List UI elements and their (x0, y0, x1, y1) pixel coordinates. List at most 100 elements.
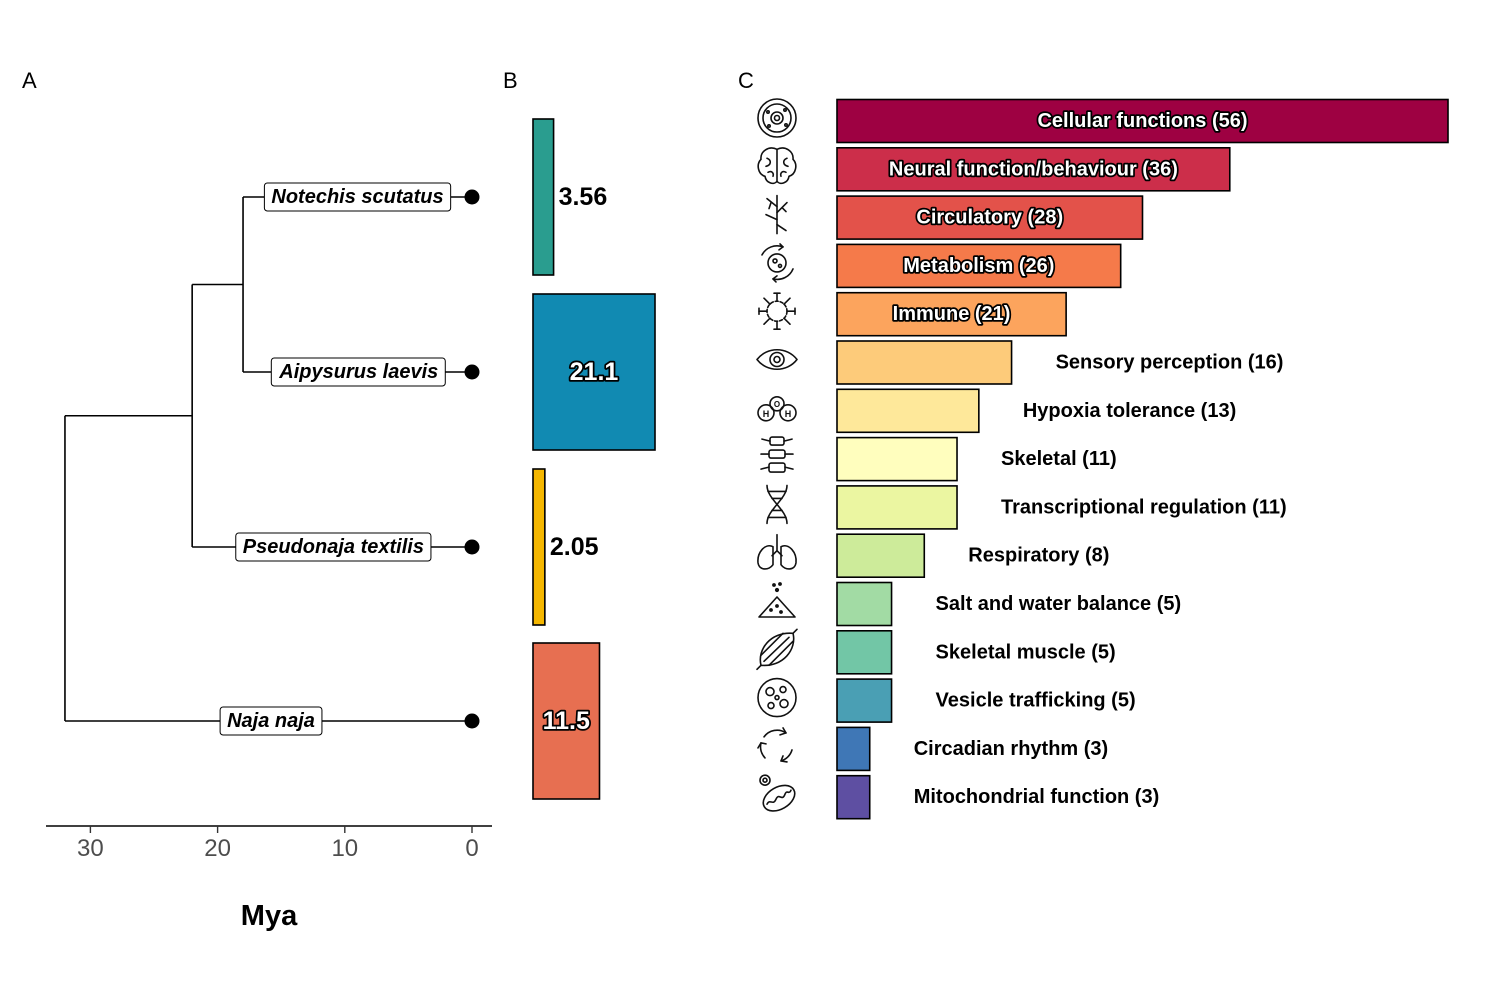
svg-text:H: H (785, 409, 792, 419)
category-label: Transcriptional regulation (11) (1001, 496, 1287, 518)
cycle-icon (757, 727, 793, 763)
panel-c-letter: C (738, 68, 754, 93)
category-label-text: Circulatory (28) (916, 207, 1063, 229)
category-label: Skeletal muscle (5) (936, 641, 1116, 663)
tip-point (464, 539, 480, 555)
x-tick-label: 0 (465, 835, 478, 862)
category-label: Circadian rhythm (3) (914, 738, 1108, 760)
category-label-text: Cellular functions (56) (1037, 110, 1247, 132)
category-label-halo: Circulatory (28) (916, 207, 1063, 229)
lungs-icon (757, 533, 797, 570)
species-label: Notechis scutatus (263, 182, 452, 212)
time-axis: 30 20 10 0 (46, 825, 492, 862)
category-icons: H HO (756, 98, 798, 812)
rate-bar (532, 118, 555, 276)
category-bar (836, 726, 871, 772)
category-bar (836, 291, 1067, 337)
rate-label-halo: 11.5 (543, 707, 590, 735)
salt-icon (758, 582, 796, 618)
x-tick-label: 30 (77, 835, 104, 862)
category-label: Salt and water balance (5) (936, 593, 1182, 615)
category-bar (836, 678, 893, 723)
rate-bars: 3.56 21.121.1 2.05 11.511.5 (532, 118, 656, 800)
cell-icon (757, 98, 797, 138)
spine-icon (760, 436, 794, 473)
rate-label-text: 21.1 (570, 358, 619, 386)
category-label: Neural function/behaviour (36)Neural fun… (887, 157, 1179, 183)
category-bar (836, 485, 958, 530)
category-label: Respiratory (8) (968, 545, 1109, 567)
category-label: Skeletal (11) (1001, 448, 1117, 470)
rate-bar (532, 293, 656, 451)
category-label: Hypoxia tolerance (13) (1023, 400, 1236, 422)
category-bar (836, 436, 958, 482)
category-bar (836, 533, 926, 579)
rate-label: 2.05 (550, 533, 599, 561)
category-label: Vesicle trafficking (5) (936, 690, 1136, 712)
virus-icon (758, 292, 796, 331)
brain-icon (757, 147, 797, 185)
category-bar (836, 388, 980, 434)
category-bar (836, 340, 1013, 385)
vessel-icon (765, 194, 788, 235)
category-label-text: Neural function/behaviour (36) (889, 158, 1178, 180)
category-label-halo: Cellular functions (56) (1037, 110, 1247, 132)
rate-label-halo: 21.1 (570, 358, 619, 386)
rate-label: 21.121.1 (568, 356, 620, 388)
species-label: Naja naja (219, 706, 323, 736)
species-label-text: Pseudonaja textilis (243, 536, 424, 558)
category-label-halo: Metabolism (26) (903, 255, 1054, 277)
category-label: Metabolism (26)Metabolism (26) (902, 253, 1057, 279)
category-bar (836, 581, 893, 627)
category-label: Circulatory (28)Circulatory (28) (915, 205, 1065, 231)
category-label: Immune (21)Immune (21) (891, 301, 1012, 327)
species-label-box (219, 706, 323, 736)
rate-bar (532, 468, 546, 626)
category-label: Mitochondrial function (3) (914, 786, 1160, 808)
oxygen-icon: H HO (757, 395, 797, 422)
panel-b-letter: B (503, 68, 518, 93)
rate-bar (532, 642, 601, 800)
category-label-halo: Neural function/behaviour (36) (889, 158, 1178, 180)
rate-label: 11.511.5 (541, 705, 592, 737)
tip-point (464, 189, 480, 205)
tip-point (464, 364, 480, 380)
species-label-box (235, 532, 432, 562)
species-label-text: Aipysurus laevis (278, 361, 438, 383)
x-tick-label: 10 (331, 835, 358, 862)
rate-label: 3.56 (559, 183, 608, 211)
rate-label-text: 11.5 (543, 707, 590, 735)
species-label-text: Notechis scutatus (271, 186, 443, 208)
category-label-text: Immune (21) (893, 303, 1011, 325)
metabolism-icon (761, 243, 794, 283)
vesicle-icon (757, 677, 797, 718)
dna-icon (766, 484, 788, 525)
category-bar (836, 629, 893, 675)
category-bar (836, 98, 1449, 144)
category-bar (836, 195, 1144, 240)
x-tick-label: 20 (204, 835, 231, 862)
category-bars: Cellular functions (56)Cellular function… (836, 98, 1449, 820)
svg-text:O: O (774, 400, 780, 409)
species-label-box (263, 182, 452, 212)
species-label-text: Naja naja (227, 710, 315, 732)
svg-text:H: H (763, 409, 770, 419)
panel-a-letter: A (22, 68, 37, 93)
muscle-icon (756, 628, 798, 671)
phylogenetic-tree: Notechis scutatus Aipysurus laevis Pseudon… (64, 182, 480, 736)
tip-point (464, 713, 480, 729)
category-label-text: Metabolism (26) (903, 255, 1054, 277)
category-bar (836, 147, 1231, 192)
category-label: Cellular functions (56)Cellular function… (1036, 108, 1250, 134)
category-label: Sensory perception (16) (1056, 352, 1284, 374)
x-axis-title: Mya (241, 900, 298, 932)
species-label: Pseudonaja textilis (235, 532, 432, 562)
species-label: Aipysurus laevis (270, 357, 446, 387)
species-label-box (270, 357, 446, 387)
category-bar (836, 774, 871, 820)
category-label-halo: Immune (21) (893, 303, 1011, 325)
mitochondria-icon (759, 774, 796, 812)
category-bar (836, 243, 1122, 289)
eye-icon (756, 348, 798, 371)
